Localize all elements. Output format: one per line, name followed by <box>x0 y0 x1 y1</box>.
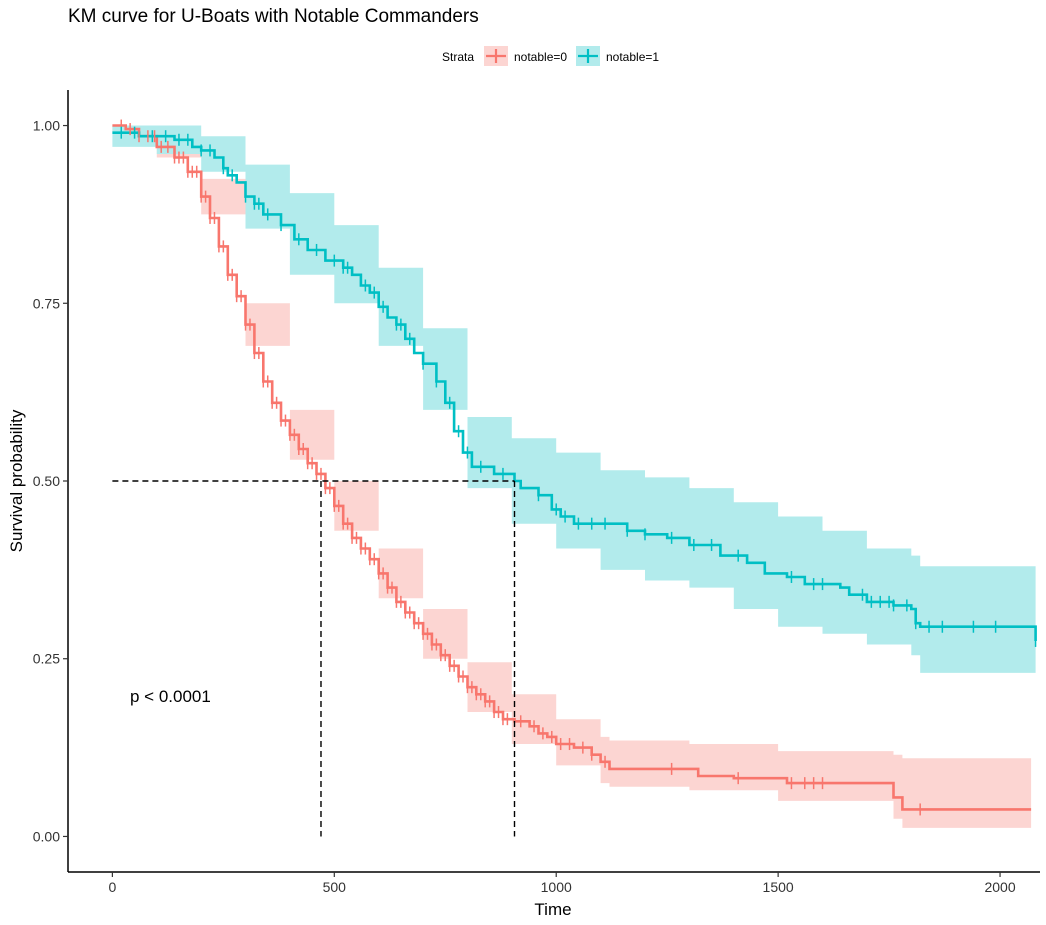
y-tick-label: 1.00 <box>33 118 60 134</box>
y-tick-label: 0.75 <box>33 295 60 311</box>
confidence-bands <box>112 125 1036 828</box>
legend-key-notable-1 <box>576 46 600 66</box>
x-tick-label: 500 <box>323 879 347 895</box>
x-tick-label: 0 <box>108 879 116 895</box>
axes <box>63 90 1040 877</box>
y-axis-label: Survival probability <box>7 409 26 552</box>
confidence-band-1 <box>112 125 1036 688</box>
legend-label-notable-1: notable=1 <box>606 50 659 64</box>
x-axis-label: Time <box>534 900 571 919</box>
legend-title: Strata <box>442 50 474 64</box>
y-tick-label: 0.25 <box>33 651 60 667</box>
y-tick-label: 0.00 <box>33 828 60 844</box>
x-tick-label: 2000 <box>984 879 1015 895</box>
legend-label-notable-0: notable=0 <box>514 50 567 64</box>
chart-title: KM curve for U-Boats with Notable Comman… <box>68 6 479 27</box>
y-tick-label: 0.50 <box>33 473 60 489</box>
censor-marks <box>120 119 1037 816</box>
tick-labels: 0.00 0.25 0.50 0.75 1.00 0 500 1000 1500 2000 <box>33 118 1016 895</box>
x-tick-label: 1500 <box>763 879 794 895</box>
median-lines <box>112 480 516 837</box>
legend: Strata notable=0 notable=1 <box>442 46 659 66</box>
p-value-annotation: p < 0.0001 <box>130 687 211 706</box>
x-tick-label: 1000 <box>541 879 572 895</box>
legend-key-notable-0 <box>484 46 508 66</box>
